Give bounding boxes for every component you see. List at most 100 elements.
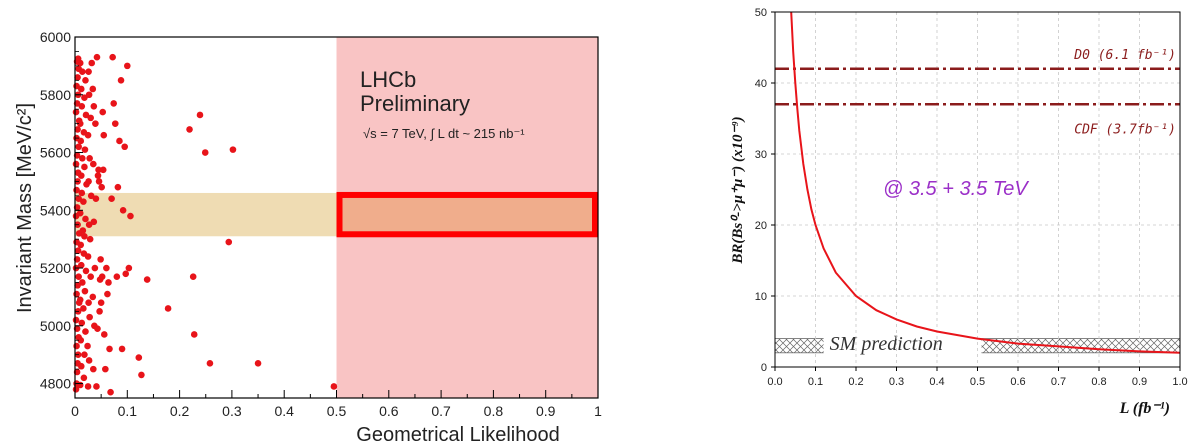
scatter-point — [94, 172, 102, 179]
x-tick-label: 0 — [71, 403, 79, 419]
scatter-point — [72, 386, 80, 393]
y-tick-label: 6000 — [40, 29, 71, 45]
scatter-point — [124, 62, 131, 70]
scatter-point — [107, 388, 114, 396]
scatter-point — [76, 296, 84, 304]
scatter-point — [79, 154, 86, 162]
scatter-point — [196, 111, 204, 119]
scatter-point — [100, 131, 108, 139]
scatter-point — [90, 103, 98, 110]
scatter-point — [90, 160, 97, 168]
scatter-point — [84, 131, 92, 139]
scatter-point — [138, 371, 145, 379]
scatter-point — [117, 77, 125, 84]
sensitivity-curve — [790, 12, 1180, 354]
scatter-point — [254, 360, 262, 367]
scatter-point — [82, 267, 90, 275]
scatter-point — [229, 146, 237, 153]
x-tick-label: 0.2 — [848, 376, 863, 388]
scatter-point — [81, 351, 88, 358]
scatter-point — [122, 270, 130, 278]
x-tick-label: 1.0 — [1172, 376, 1187, 388]
scatter-point — [100, 331, 108, 338]
scatter-point — [95, 166, 102, 174]
scatter-point — [87, 114, 94, 122]
scatter-point — [92, 195, 100, 203]
scatter-point — [81, 232, 88, 240]
scatter-point — [89, 293, 97, 301]
x-tick-label: 0.8 — [484, 403, 504, 419]
scatter-point — [110, 100, 118, 107]
y-tick-label: 5800 — [40, 87, 71, 103]
x-tick-label: 0.1 — [118, 403, 138, 419]
reference-lines: D0 (6.1 fb⁻¹) CDF (3.7fb⁻¹) — [775, 48, 1180, 137]
scatter-point — [116, 137, 123, 145]
scatter-point — [98, 273, 106, 281]
reference-line-label: CDF (3.7fb⁻¹) — [1074, 122, 1176, 137]
scatter-point — [75, 273, 82, 281]
scatter-point — [80, 374, 88, 382]
scatter-point — [97, 299, 105, 306]
x-tick-label: 0.8 — [1091, 376, 1106, 388]
scatter-point — [84, 383, 92, 390]
scatter-point — [85, 178, 92, 185]
x-tick-label: 0.3 — [222, 403, 242, 419]
x-tick-label: 0.7 — [431, 403, 451, 419]
scatter-point — [81, 287, 89, 295]
x-tick-label: 1 — [594, 403, 602, 419]
y-tick-label: 10 — [755, 291, 767, 303]
scatter-point — [104, 290, 111, 298]
scatter-point — [75, 143, 82, 151]
y-tick-label: 30 — [755, 149, 767, 161]
signal-box-outline — [336, 191, 598, 238]
scatter-point — [85, 299, 92, 306]
scatter-point — [90, 365, 97, 373]
x-tick-label: 0.1 — [808, 376, 823, 388]
y-tick-label: 20 — [755, 220, 767, 232]
x-tick-label: 0.7 — [1051, 376, 1066, 388]
scatter-point — [108, 195, 115, 203]
y-tick-label: 4800 — [40, 376, 71, 392]
scatter-point — [77, 137, 85, 145]
annotation-energy: √s = 7 TeV, ∫ L dt ~ 215 nb⁻¹ — [363, 126, 525, 141]
scatter-point — [82, 77, 89, 84]
scatter-point — [74, 74, 81, 81]
scatter-point — [79, 279, 86, 286]
y-axis-label: BR(Bs⁰->μ⁺μ⁻) (x10⁻⁹) — [730, 116, 746, 264]
scatter-point — [86, 313, 93, 321]
annotation-preliminary: Preliminary — [360, 91, 470, 116]
scatter-point — [81, 146, 89, 153]
scatter-point — [76, 120, 84, 127]
scatter-point — [72, 108, 80, 116]
scatter-point — [82, 328, 89, 335]
x-tick-label: 0.9 — [1132, 376, 1147, 388]
scatter-point — [85, 357, 93, 364]
scatter-point — [99, 108, 107, 116]
scatter-point — [106, 345, 113, 353]
x-axis-label: L (fb⁻¹) — [1119, 400, 1170, 417]
x-tick-label: 0.9 — [536, 403, 556, 419]
annotation-lhcb: LHCb — [360, 67, 416, 92]
scatter-point — [78, 319, 86, 327]
scatter-point — [105, 279, 112, 286]
scatter-point — [99, 166, 107, 174]
x-axis-ticks: 0.0 0.1 0.2 0.3 0.4 0.5 0.6 0.7 0.8 0.9 1.0 — [767, 367, 1188, 388]
scatter-point — [76, 59, 84, 67]
scatter-point — [77, 362, 85, 370]
scatter-point — [85, 91, 93, 99]
y-tick-label: 50 — [755, 7, 767, 19]
scatter-point — [225, 238, 233, 246]
scatter-point — [186, 126, 193, 133]
scatter-point — [78, 189, 86, 197]
scatter-point — [87, 273, 94, 281]
scatter-point — [127, 212, 134, 220]
scatter-point — [79, 68, 86, 75]
scatter-point — [92, 120, 99, 127]
scatter-point — [114, 183, 122, 191]
geometrical-likelihood-scatter-chart: 0 0.1 0.2 0.3 0.4 0.5 0.6 0.7 0.8 0.9 1 4800 5000 52… — [14, 29, 602, 446]
scatter-point — [88, 59, 96, 67]
sm-prediction-label: SM prediction — [830, 333, 943, 355]
mass-window-band — [75, 192, 337, 237]
scatter-point — [118, 345, 126, 353]
y-tick-label: 5200 — [40, 260, 71, 276]
